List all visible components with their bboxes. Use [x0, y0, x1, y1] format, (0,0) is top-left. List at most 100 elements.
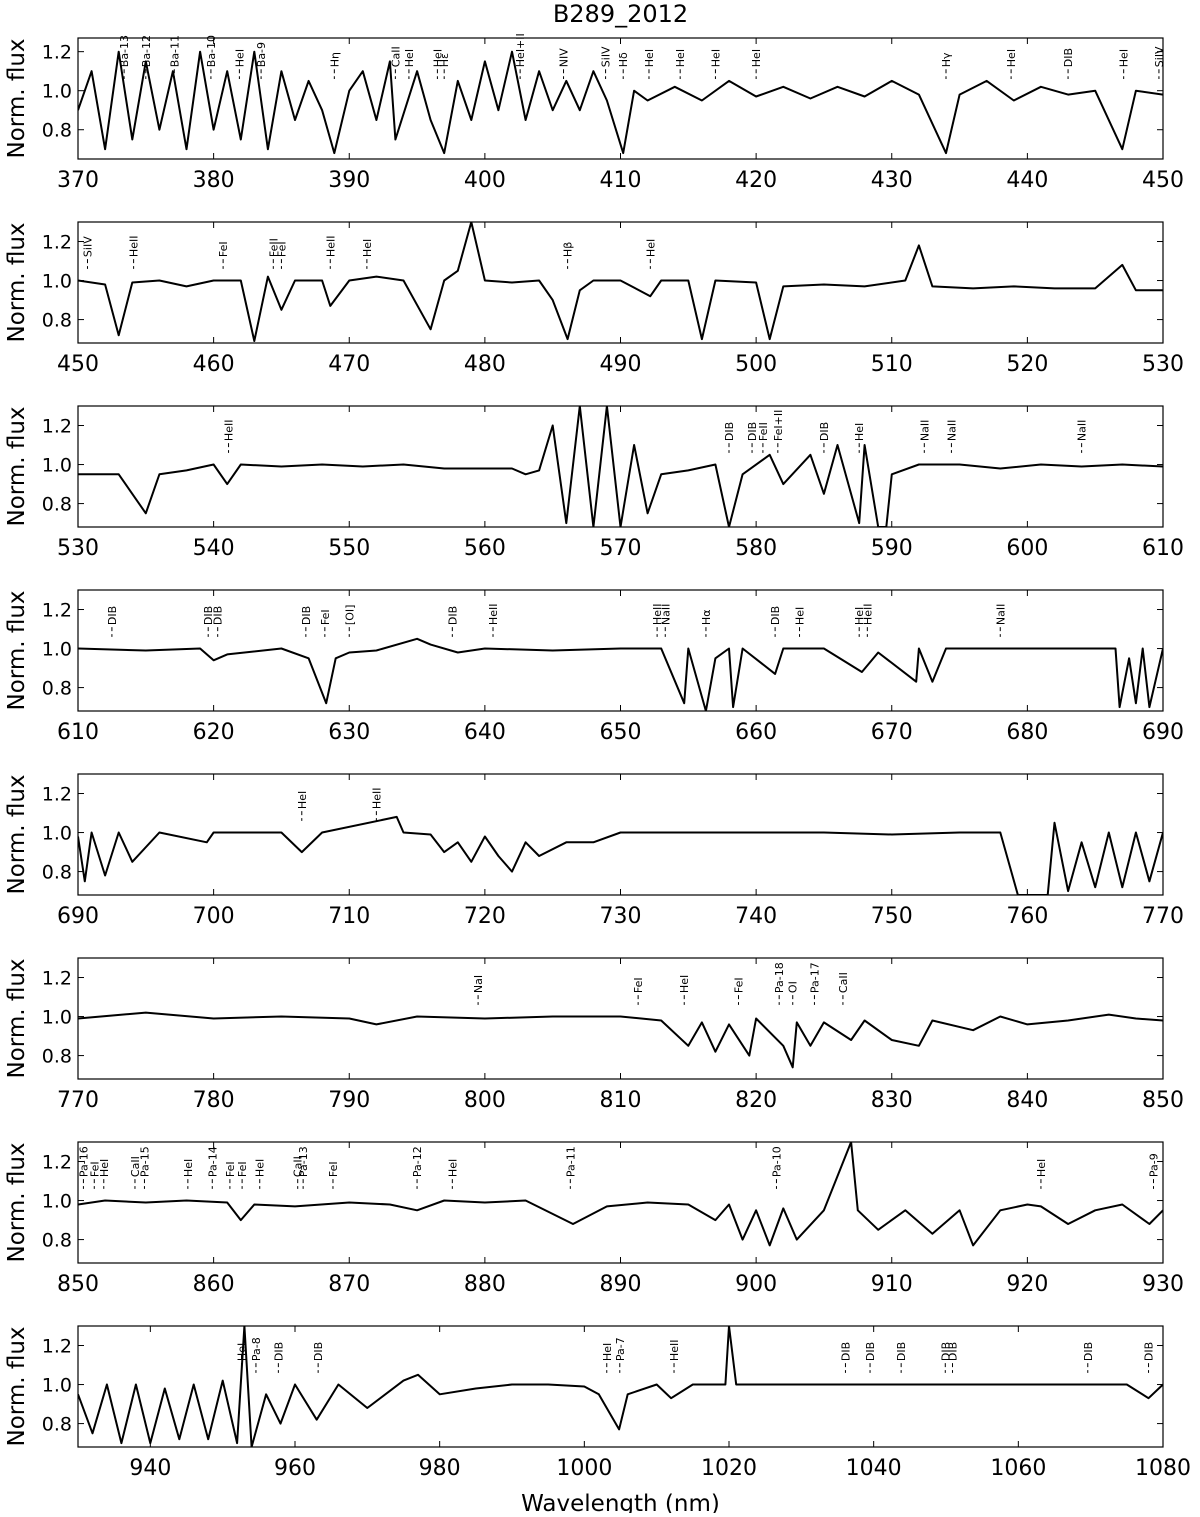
annotation-label: Ba-10 — [205, 35, 218, 67]
annotation-label: FeI — [217, 241, 230, 257]
x-tick-label: 520 — [1006, 352, 1048, 377]
annotation-label: FeII — [757, 422, 770, 441]
annotation-label: Pa-13 — [297, 1146, 310, 1177]
annotation-label: FeI — [236, 1161, 249, 1177]
annotation-label: Pa-14 — [206, 1146, 219, 1177]
x-tick-label: 400 — [464, 168, 506, 193]
annotation-label: FeI — [319, 609, 332, 625]
annotation-label: HeI — [601, 1343, 614, 1361]
annotation-label: Pa-7 — [614, 1337, 627, 1361]
plot-frame — [77, 1141, 1164, 1264]
y-tick-label: 0.8 — [42, 494, 72, 516]
x-tick-label: 760 — [1006, 904, 1048, 929]
annotation-label: Pa-10 — [770, 1146, 783, 1177]
x-tick-label: 660 — [735, 720, 777, 745]
y-tick-label: 1.0 — [42, 271, 72, 293]
y-axis-label: Norm. flux — [4, 590, 30, 710]
x-tick-label: 680 — [1006, 720, 1048, 745]
x-tick-label: 1060 — [990, 1456, 1046, 1481]
annotation-label: HeII — [324, 236, 337, 258]
annotation-label: HeI — [361, 239, 374, 257]
x-tick-label: 780 — [193, 1088, 235, 1113]
x-tick-label: 770 — [57, 1088, 99, 1113]
annotation-label: HeI — [678, 975, 691, 993]
annotation-label: Hγ — [940, 52, 953, 67]
annotation-label: DIB — [106, 606, 119, 625]
plot-frame — [77, 773, 1164, 896]
y-axis-label: Norm. flux — [4, 774, 30, 894]
annotation-label: DIB — [895, 1342, 908, 1361]
annotation-label: SiIV — [600, 46, 613, 67]
x-tick-label: 880 — [464, 1272, 506, 1297]
annotation-label: Hη — [328, 52, 341, 67]
x-tick-label: 480 — [464, 352, 506, 377]
annotation-label: Pa-16 — [77, 1146, 90, 1177]
annotation-label: SiIV — [81, 236, 94, 257]
y-tick-label: 1.0 — [42, 1191, 72, 1213]
y-tick-label: 1.2 — [42, 784, 72, 806]
y-tick-label: 1.0 — [42, 1375, 72, 1397]
annotation-label: Pa-12 — [411, 1146, 424, 1177]
x-tick-label: 890 — [600, 1272, 642, 1297]
annotation-label: Pa-18 — [773, 962, 786, 993]
annotation-label: HeI — [1005, 49, 1018, 67]
x-tick-label: 610 — [1142, 536, 1184, 561]
y-tick-label: 1.0 — [42, 81, 72, 103]
spectrum-line — [78, 406, 1163, 527]
annotation-label: Ba-13 — [118, 35, 131, 67]
x-tick-label: 980 — [419, 1456, 461, 1481]
x-tick-label: 650 — [600, 720, 642, 745]
y-axis-label: Norm. flux — [4, 38, 30, 158]
y-axis-label: Norm. flux — [4, 1326, 30, 1446]
x-tick-label: 490 — [600, 352, 642, 377]
y-tick-label: 0.8 — [42, 862, 72, 884]
annotation-label: FeI — [88, 1161, 101, 1177]
annotation-label: HeI — [296, 791, 309, 809]
x-tick-label: 600 — [1006, 536, 1048, 561]
annotation-label: HeI+II — [514, 33, 527, 67]
annotation-label: Pa-17 — [808, 962, 821, 993]
x-tick-label: 450 — [57, 352, 99, 377]
y-tick-label: 1.0 — [42, 639, 72, 661]
x-tick-label: 510 — [871, 352, 913, 377]
x-tick-label: 470 — [328, 352, 370, 377]
x-tick-label: 410 — [600, 168, 642, 193]
annotation-label: HeI — [709, 49, 722, 67]
x-tick-label: 700 — [193, 904, 235, 929]
annotation-label: NaI — [472, 975, 485, 993]
panel: Norm. flux Wavelength (nm) 940 960 980 1000 10… — [4, 1325, 1191, 1517]
x-tick-label: 690 — [57, 904, 99, 929]
annotation-label: DIB — [939, 1342, 952, 1361]
annotation-label: SiIV — [1153, 46, 1166, 67]
y-tick-label: 0.8 — [42, 310, 72, 332]
x-tick-label: 500 — [735, 352, 777, 377]
annotation-label: HeII — [861, 604, 874, 626]
annotation-label: CaII — [292, 1156, 305, 1177]
annotation-label: DIB — [202, 606, 215, 625]
chart-title: B289_2012 — [553, 0, 688, 28]
annotation-label: DIB — [312, 1342, 325, 1361]
annotation-label: HeI — [853, 607, 866, 625]
panel: Norm. flux 690 700 710 720 730 740 750 760 770 0.8… — [4, 773, 1184, 929]
annotation-label: DIB — [300, 606, 313, 625]
spectrum-line — [78, 1142, 1163, 1247]
x-tick-label: 910 — [871, 1272, 913, 1297]
y-tick-label: 0.8 — [42, 1046, 72, 1068]
panel: Norm. flux 530 540 550 560 570 580 590 600 610 0.8… — [4, 405, 1184, 561]
annotation-label: Pa-8 — [250, 1337, 263, 1361]
panel: B289_2012 Norm. flux 370 380 390 400 410 420 430… — [4, 0, 1184, 193]
x-tick-label: 940 — [129, 1456, 171, 1481]
panel: Norm. flux 450 460 470 480 490 500 510 520 530 0.8… — [4, 221, 1184, 377]
x-tick-label: 770 — [1142, 904, 1184, 929]
annotation-label: DIB — [723, 422, 736, 441]
plot-frame — [77, 405, 1164, 528]
annotation-label: DIB — [272, 1342, 285, 1361]
x-tick-label: 850 — [1142, 1088, 1184, 1113]
plot-frame — [77, 957, 1164, 1080]
annotation-label: [OI] — [343, 605, 356, 626]
plot-frame — [77, 221, 1164, 344]
x-tick-label: 840 — [1006, 1088, 1048, 1113]
spectrum-line — [78, 815, 1163, 895]
annotation-label: HeII — [370, 788, 383, 810]
